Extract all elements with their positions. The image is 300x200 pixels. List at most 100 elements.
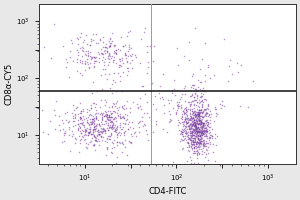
Point: [123, 52, 128, 55]
Point: [52, 22, 56, 25]
Point: [196, 130, 201, 133]
Point: [123, 54, 128, 57]
Point: [113, 130, 118, 134]
Point: [204, 98, 209, 102]
Point: [198, 141, 203, 145]
Point: [96, 132, 101, 136]
Point: [191, 130, 196, 133]
Point: [204, 130, 209, 134]
Point: [90, 129, 95, 132]
Point: [98, 38, 102, 41]
Point: [77, 135, 82, 138]
Point: [196, 111, 201, 114]
Point: [202, 89, 207, 92]
Point: [98, 39, 102, 42]
Point: [122, 112, 127, 115]
Point: [78, 61, 83, 64]
Point: [113, 104, 118, 108]
Point: [189, 122, 194, 126]
Point: [196, 104, 200, 107]
Point: [192, 113, 197, 116]
Point: [200, 131, 205, 134]
Point: [183, 116, 188, 119]
Point: [190, 143, 195, 146]
Point: [190, 139, 195, 142]
Point: [91, 65, 96, 68]
Point: [180, 122, 185, 126]
Point: [196, 120, 201, 123]
Point: [127, 120, 131, 123]
Point: [192, 137, 197, 140]
Point: [181, 120, 186, 123]
Point: [200, 149, 205, 153]
Point: [93, 108, 98, 112]
Point: [122, 131, 126, 134]
Point: [200, 139, 205, 142]
Point: [70, 134, 75, 138]
Point: [122, 122, 127, 125]
Point: [115, 125, 119, 129]
Point: [193, 139, 198, 142]
Point: [81, 130, 86, 133]
Point: [183, 120, 188, 123]
Point: [193, 126, 198, 129]
Point: [84, 134, 88, 137]
Point: [202, 145, 207, 148]
Point: [185, 130, 190, 134]
Point: [185, 113, 190, 116]
Point: [200, 153, 205, 156]
Point: [92, 130, 97, 133]
Point: [183, 119, 188, 122]
Point: [128, 140, 133, 143]
Point: [194, 130, 199, 133]
Point: [200, 128, 205, 131]
Point: [67, 75, 72, 78]
Point: [106, 119, 110, 122]
Point: [212, 159, 217, 163]
Point: [202, 119, 207, 123]
Point: [187, 127, 191, 131]
Point: [127, 126, 132, 129]
Point: [80, 46, 85, 49]
Point: [78, 125, 83, 128]
Point: [93, 112, 98, 115]
Point: [194, 122, 199, 125]
Point: [160, 73, 165, 76]
Point: [196, 122, 200, 125]
Point: [196, 113, 200, 116]
Point: [195, 129, 200, 132]
Point: [111, 102, 116, 105]
Point: [201, 132, 206, 135]
Point: [108, 125, 112, 128]
Point: [114, 127, 119, 131]
Point: [193, 115, 198, 118]
Point: [199, 131, 204, 134]
Point: [117, 125, 122, 129]
Point: [138, 107, 143, 110]
Point: [197, 130, 202, 134]
Point: [121, 106, 126, 110]
Point: [193, 26, 197, 29]
Point: [148, 119, 153, 122]
Point: [103, 58, 108, 61]
Point: [135, 105, 140, 108]
Point: [87, 122, 92, 125]
Point: [111, 127, 116, 130]
Point: [120, 126, 125, 129]
Point: [117, 130, 122, 133]
Point: [130, 66, 135, 69]
Point: [64, 66, 68, 69]
Point: [141, 124, 146, 127]
Point: [193, 127, 198, 130]
Point: [85, 108, 90, 111]
Point: [198, 140, 203, 143]
Point: [220, 104, 225, 107]
Point: [198, 137, 203, 140]
Point: [203, 74, 208, 77]
Point: [77, 116, 82, 119]
Point: [190, 73, 195, 76]
Point: [189, 103, 194, 106]
Point: [115, 140, 119, 144]
Point: [93, 127, 98, 131]
Point: [198, 128, 203, 131]
